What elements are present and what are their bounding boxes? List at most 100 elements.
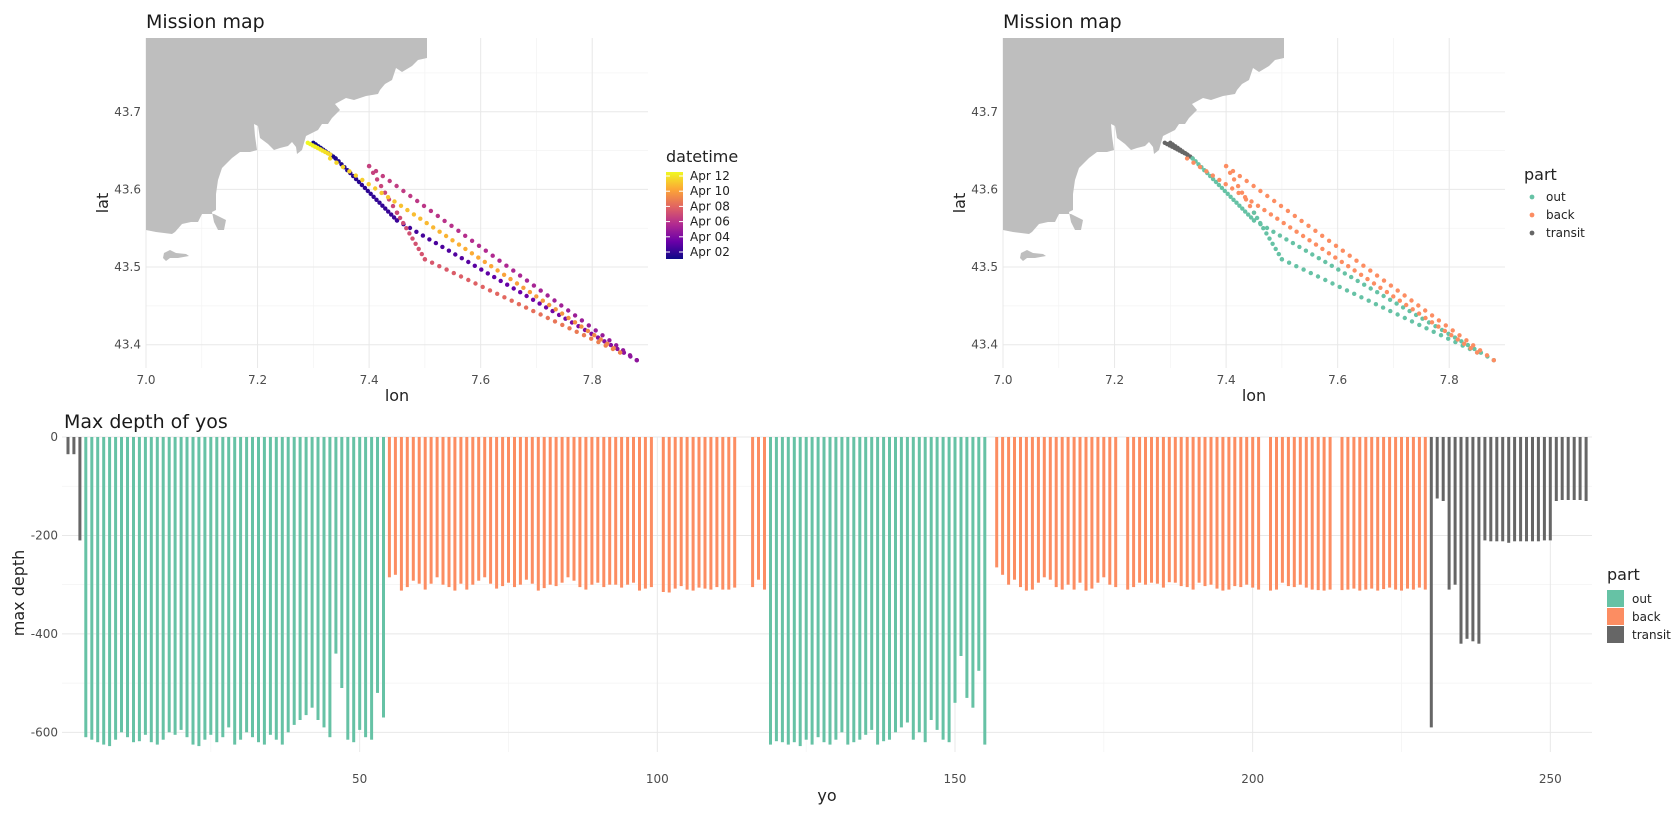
depth-bar-back <box>697 437 701 588</box>
depth-bar-back <box>1417 437 1421 588</box>
map1-point-back <box>382 190 388 195</box>
map2-point-back <box>1416 311 1422 316</box>
depth-bar-out <box>257 437 260 743</box>
depth-bar-back <box>691 437 695 591</box>
map1-point-out <box>444 267 449 272</box>
depth-bar-out <box>286 437 290 733</box>
map2-point-out <box>1219 185 1225 191</box>
map1-point-back <box>511 268 516 273</box>
map1-point-back <box>634 358 639 363</box>
map1-point-back <box>390 203 396 209</box>
map1-point-back <box>408 193 413 199</box>
depth-bar-back <box>1161 437 1165 588</box>
map2-point-back <box>1474 350 1480 355</box>
depth-bar-back <box>614 437 618 585</box>
depth-bar-back <box>405 437 409 588</box>
map1-point-out <box>407 231 412 236</box>
map2-point-out <box>1459 339 1464 344</box>
depth-bar-out <box>132 437 135 743</box>
depth-bar-back <box>1013 437 1016 580</box>
map1-legend-label: Apr 04 <box>690 230 730 244</box>
depth-bar-back <box>1096 437 1100 583</box>
map2-point-back <box>1449 333 1454 338</box>
depth-bar-back <box>471 437 475 585</box>
depth-legend-key-transit <box>1607 626 1624 643</box>
map2-point-back <box>1268 212 1274 217</box>
map1-point-back <box>437 229 442 234</box>
map2-point-back <box>1210 173 1216 178</box>
depth-bar-out <box>274 437 278 740</box>
map2-point-back <box>1320 233 1325 238</box>
depth-bar-out <box>852 437 856 743</box>
map2-point-out <box>1251 218 1257 223</box>
map1-point-back <box>353 173 358 178</box>
depth-bar-out <box>870 437 874 730</box>
depth-bar-out <box>882 437 886 742</box>
map2-point-out <box>1316 256 1322 261</box>
map2-track-points <box>1162 140 1497 363</box>
map1-point-back <box>592 333 597 338</box>
depth-bar-out <box>888 437 891 740</box>
map2-point-back <box>1300 233 1306 239</box>
map1-point-out <box>485 271 490 276</box>
depth-bar-back <box>1227 437 1231 590</box>
depth-bar-out <box>322 437 326 728</box>
depth-bar-back <box>643 437 647 589</box>
map1-point-back <box>374 177 380 182</box>
map2-point-back <box>1262 207 1267 213</box>
map1-point-out <box>433 240 439 246</box>
depth-bar-back <box>1138 437 1142 583</box>
map1-point-out <box>377 200 382 205</box>
map2-point-out <box>1315 274 1321 279</box>
map1-point-back <box>627 353 633 358</box>
depth-bar-out <box>203 437 207 740</box>
map1-point-back <box>508 276 513 282</box>
map1-x-axis-title: lon <box>385 386 409 405</box>
map2-point-back <box>1313 228 1318 233</box>
map1-point-back <box>593 328 598 333</box>
map1-point-back <box>579 318 585 323</box>
depth-bar-transit <box>1483 437 1487 541</box>
map1-point-out <box>453 252 458 257</box>
map2-tick-labels: 7.0 7.2 7.4 7.6 7.8 43.4 43.5 43.6 43.7 <box>971 105 1458 387</box>
depth-x-axis-title: yo <box>817 786 836 805</box>
map2-point-out <box>1438 333 1444 338</box>
map1-point-out <box>386 209 391 214</box>
map2-point-back <box>1404 302 1409 308</box>
map2-point-back <box>1462 341 1467 346</box>
depth-bar-back <box>411 437 415 581</box>
map2-point-out <box>1323 277 1328 283</box>
map2-point-out <box>1234 200 1239 205</box>
map1-title: Mission map <box>146 11 265 33</box>
map2-point-out <box>1359 295 1364 300</box>
depth-bar-transit <box>1531 437 1534 542</box>
map2-point-out <box>1294 264 1299 269</box>
depth-bar-out <box>965 437 969 698</box>
map2-point-out <box>1225 191 1230 196</box>
map2-point-back <box>1249 199 1254 204</box>
map2-point-back <box>1365 276 1370 282</box>
map1-point-out <box>416 246 421 252</box>
map1-point-back <box>559 303 564 308</box>
depth-bar-out <box>798 437 802 747</box>
map2-point-out <box>1264 231 1269 236</box>
map1-legend-colorbar <box>666 172 683 259</box>
map1-point-out <box>530 297 536 302</box>
depth-bar-back <box>679 437 683 587</box>
map2-x-tick-label: 7.6 <box>1328 373 1347 387</box>
map2-point-out <box>1465 342 1471 348</box>
map1-point-back <box>340 164 346 170</box>
depth-bar-back <box>1233 437 1237 587</box>
map2-point-back <box>1442 328 1448 334</box>
depth-bar-back <box>1155 437 1159 584</box>
depth-legend-label-transit: transit <box>1632 628 1671 642</box>
depth-bar-back <box>685 437 689 590</box>
map1-point-out <box>545 315 550 321</box>
map2-point-out <box>1337 284 1342 290</box>
depth-bar-out <box>953 437 957 703</box>
map2-point-back <box>1306 223 1311 228</box>
map1-point-back <box>373 186 378 191</box>
map2-point-out <box>1261 226 1266 231</box>
map2-point-out <box>1375 290 1380 295</box>
